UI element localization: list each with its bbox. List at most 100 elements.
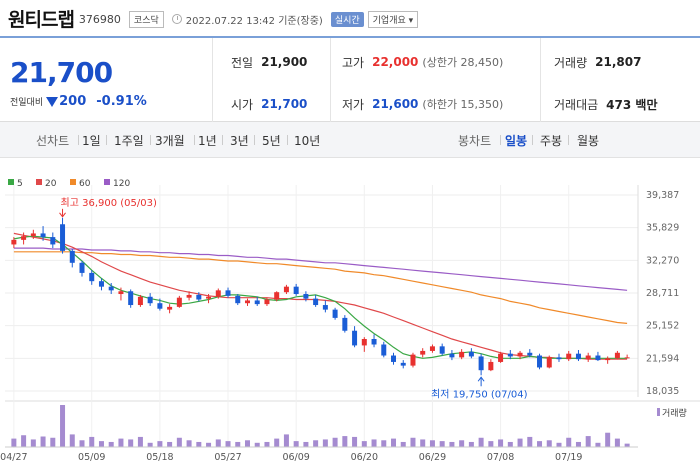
volume-legend-label: 거래량: [662, 407, 687, 419]
candle-body: [206, 296, 212, 299]
ma120-line: [13, 247, 628, 291]
volume-bar: [293, 441, 299, 447]
current-price: 21,700: [10, 56, 113, 89]
datetime: 2022.07.22 13:42 기준(장중): [185, 15, 323, 27]
legend-swatch: [36, 179, 42, 185]
candle-body: [264, 299, 270, 305]
volume-bar: [371, 439, 377, 447]
volume-bar: [147, 442, 153, 447]
candle-body: [566, 353, 572, 360]
open-price: 시가 21,700: [231, 97, 308, 112]
volume-bar: [60, 405, 66, 447]
candle-body: [556, 357, 562, 360]
high-arrow-head: [59, 212, 66, 218]
y-tick-label: 35,829: [646, 223, 679, 234]
volume-bar: [264, 441, 270, 447]
tab-1year[interactable]: 1년: [198, 134, 217, 148]
candle-body: [274, 292, 280, 300]
candle-body: [30, 233, 36, 237]
volume-bar: [410, 437, 416, 447]
volume-bar: [79, 440, 85, 447]
x-tick-label: 06/09: [282, 452, 309, 463]
candle-body: [50, 237, 56, 245]
candle-body: [605, 358, 611, 361]
tab-10year[interactable]: 10년: [294, 134, 321, 148]
candle-body: [391, 355, 397, 362]
realtime-button[interactable]: 실시간: [330, 11, 364, 27]
candle-body: [614, 352, 620, 359]
volume-bar: [575, 441, 581, 447]
volume-bar: [118, 438, 124, 447]
candle-body: [11, 239, 17, 245]
volume-bar: [546, 440, 552, 447]
y-tick-label: 18,035: [646, 386, 679, 397]
candle-body: [459, 351, 465, 358]
volume-bar: [614, 438, 620, 447]
legend-swatch: [8, 179, 14, 185]
candle-body: [69, 250, 75, 263]
candle-body: [342, 317, 348, 331]
volume-bar: [478, 437, 484, 447]
volume-bar: [283, 434, 289, 447]
volume-bar: [342, 436, 348, 447]
volume: 거래량 21,807: [554, 55, 642, 70]
volume-bar: [459, 440, 465, 447]
candle-body: [303, 294, 309, 299]
tab-monthly[interactable]: 월봉: [577, 134, 600, 148]
volume-bar: [527, 436, 533, 447]
volume-bar: [429, 440, 435, 447]
candle-body: [468, 351, 474, 357]
low-price: 저가 21,600 (하한가 15,350): [342, 97, 504, 112]
volume-bar: [585, 436, 591, 447]
candle-body: [254, 300, 260, 305]
volume-bar: [517, 438, 523, 447]
stock-code: 376980: [78, 13, 121, 26]
volume-bar: [507, 441, 513, 447]
volume-bar: [50, 437, 56, 447]
ma5-line: [13, 235, 628, 359]
tab-3year[interactable]: 3년: [230, 134, 249, 148]
candle-body: [147, 296, 153, 304]
y-tick-label: 39,387: [646, 190, 679, 201]
y-tick-label: 21,594: [646, 353, 679, 364]
candle-body: [352, 330, 358, 346]
candle-body: [439, 346, 445, 354]
tab-3month[interactable]: 3개월: [155, 134, 185, 148]
tab-1week[interactable]: 1주일: [114, 134, 144, 148]
candle-body: [215, 290, 221, 297]
price-summary: 21,700 전일대비 200 -0.91% 전일 21,900 고가 22,000…: [0, 36, 700, 122]
volume-legend-swatch: [657, 408, 660, 416]
volume-bar: [128, 439, 134, 447]
volume-bar: [537, 441, 543, 447]
candle-body: [507, 353, 513, 357]
candle-body: [79, 262, 85, 273]
volume-bar: [313, 440, 319, 447]
candle-body: [410, 354, 416, 366]
volume-bar: [624, 443, 630, 447]
down-arrow-icon: [46, 96, 59, 107]
volume-bar: [235, 441, 241, 447]
volume-bar: [332, 437, 338, 447]
clock-icon: [171, 14, 182, 24]
volume-bar: [488, 441, 494, 447]
volume-bar: [566, 437, 572, 447]
tab-5year[interactable]: 5년: [262, 134, 281, 148]
candle-body: [498, 353, 504, 362]
volume-bar: [595, 442, 601, 447]
volume-bar: [225, 441, 231, 447]
candle-body: [225, 290, 231, 296]
candle-body: [361, 338, 367, 346]
volume-bar: [361, 441, 367, 447]
volume-bar: [98, 441, 104, 447]
candle-body: [517, 352, 523, 357]
tab-daily[interactable]: 일봉: [505, 134, 528, 148]
volume-bar: [468, 441, 474, 447]
legend-label: 120: [113, 179, 130, 189]
candle-body: [176, 297, 182, 307]
tab-weekly[interactable]: 주봉: [540, 134, 563, 148]
candlestick-chart: 5 20 60 120 39,387 35,829 32,270 28,711 25,152 21…: [0, 179, 700, 463]
company-info-dropdown[interactable]: 기업개요 ▾: [367, 10, 419, 28]
volume-bar: [40, 436, 46, 447]
candle-body: [585, 355, 591, 360]
tab-1day[interactable]: 1일: [82, 134, 101, 148]
